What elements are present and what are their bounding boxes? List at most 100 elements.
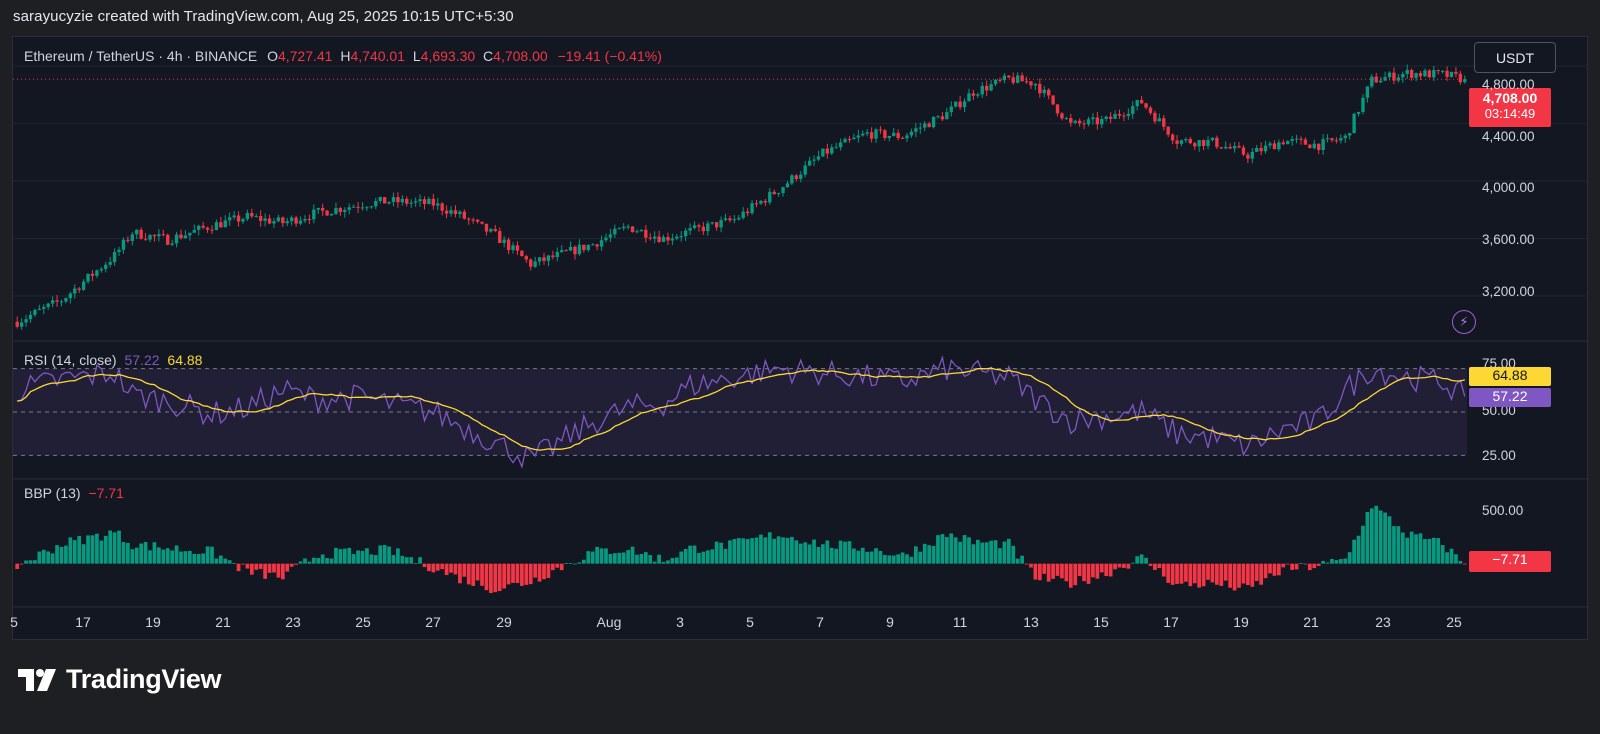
candle-body (697, 225, 701, 227)
symbol-title[interactable]: Ethereum / TetherUS · 4h · BINANCE (24, 48, 258, 64)
bbp-bar (382, 545, 387, 564)
bbp-bar (1091, 563, 1095, 578)
candle-body (298, 220, 303, 224)
candle-body (1091, 117, 1095, 120)
currency-button[interactable]: USDT (1474, 42, 1556, 73)
bbp-bar (971, 544, 976, 564)
candle-body (59, 301, 64, 303)
time-axis-label: 9 (886, 614, 894, 630)
candle-body (652, 236, 657, 239)
candle-body (1104, 116, 1108, 119)
bbp-bar (1188, 563, 1193, 587)
bbp-bar (1387, 516, 1392, 564)
bbp-bar (825, 540, 830, 564)
price-change: −19.41 (−0.41%) (557, 48, 662, 64)
candle-body (878, 129, 883, 131)
bbp-bar (546, 563, 551, 578)
candle-body (365, 207, 369, 209)
candle-body (289, 217, 294, 222)
candle-body (1401, 73, 1405, 78)
bbp-bar (258, 563, 263, 569)
bbp-bar (117, 530, 121, 564)
candle-body (1224, 146, 1228, 149)
candle-body (1033, 83, 1038, 86)
candle-body (95, 270, 99, 276)
bbp-bar (542, 563, 546, 580)
candle-body (1232, 146, 1237, 149)
bbp-bar (1223, 563, 1228, 581)
candle-body (506, 239, 511, 251)
candle-body (732, 219, 737, 221)
bbp-bar (856, 550, 861, 564)
bbp-bar (648, 555, 653, 564)
bbp-bar (1316, 563, 1321, 566)
bbp-bar (316, 557, 321, 564)
candle-body (161, 234, 165, 236)
bbp-bar (55, 545, 59, 564)
time-axis-label: 7 (816, 614, 824, 630)
bbp-bar (249, 563, 254, 575)
bbp-bar (1126, 563, 1131, 569)
rsi-legend[interactable]: RSI (14, close) 57.22 64.88 (24, 352, 202, 368)
candle-body (1458, 73, 1463, 83)
bbp-bar (1294, 563, 1299, 570)
candle-body (307, 218, 312, 220)
time-axis-label: 5 (10, 614, 18, 630)
candle-body (542, 257, 546, 261)
bbp-bar (581, 559, 586, 564)
candle-body (599, 240, 604, 247)
candle-body (582, 244, 586, 251)
candle-body (33, 309, 37, 315)
rsi-axis-label: 25.00 (1482, 448, 1516, 463)
lightning-icon[interactable]: ⚡ (1452, 310, 1476, 334)
candle-body (551, 255, 555, 258)
candle-body (772, 191, 776, 195)
chart-canvas[interactable] (13, 37, 1589, 641)
candle-body (608, 234, 613, 238)
price-axis-label: 3,600.00 (1482, 232, 1535, 247)
candle-body (502, 239, 506, 243)
bbp-bar (1210, 563, 1215, 583)
bbp-bar (914, 546, 918, 564)
bbp-bar (878, 550, 883, 564)
bbp-bar (418, 557, 422, 564)
candle-body (1374, 76, 1378, 83)
bbp-bar (1396, 526, 1401, 564)
bbp-legend[interactable]: BBP (13) −7.71 (24, 485, 124, 501)
symbol-legend[interactable]: Ethereum / TetherUS · 4h · BINANCE O4,72… (24, 48, 662, 64)
candle-body (1317, 143, 1321, 150)
bbp-bar (524, 563, 529, 585)
candle-body (356, 206, 360, 208)
candle-body (179, 234, 183, 239)
candle-body (1263, 145, 1268, 152)
candle-body (104, 264, 108, 269)
candle-body (1179, 140, 1184, 144)
bbp-bar (241, 563, 245, 565)
bbp-bar (1454, 554, 1458, 564)
candle-body (1122, 115, 1126, 117)
bbp-bar (728, 540, 732, 564)
candle-body (382, 197, 387, 204)
bbp-bar (143, 542, 148, 564)
candle-body (480, 221, 484, 224)
candle-body (1277, 142, 1281, 150)
bbp-bar (68, 537, 73, 564)
bbp-bar (1392, 526, 1396, 564)
candle-body (737, 217, 741, 220)
candle-body (586, 245, 590, 251)
candle-body (931, 116, 936, 128)
bbp-bar (772, 538, 777, 564)
bbp-bar (1246, 563, 1250, 586)
candle-body (444, 210, 449, 214)
last-price: 4,708.00 (1482, 90, 1538, 106)
candle-body (794, 175, 799, 180)
candle-body (405, 198, 409, 204)
candle-body (1077, 120, 1082, 124)
candle-body (427, 198, 431, 204)
bbp-bar (865, 551, 870, 564)
candle-body (923, 123, 927, 128)
bbp-bar (1002, 541, 1007, 564)
bbp-bar (1440, 545, 1445, 564)
bbp-bar (551, 563, 555, 571)
chart-frame[interactable] (12, 36, 1589, 641)
